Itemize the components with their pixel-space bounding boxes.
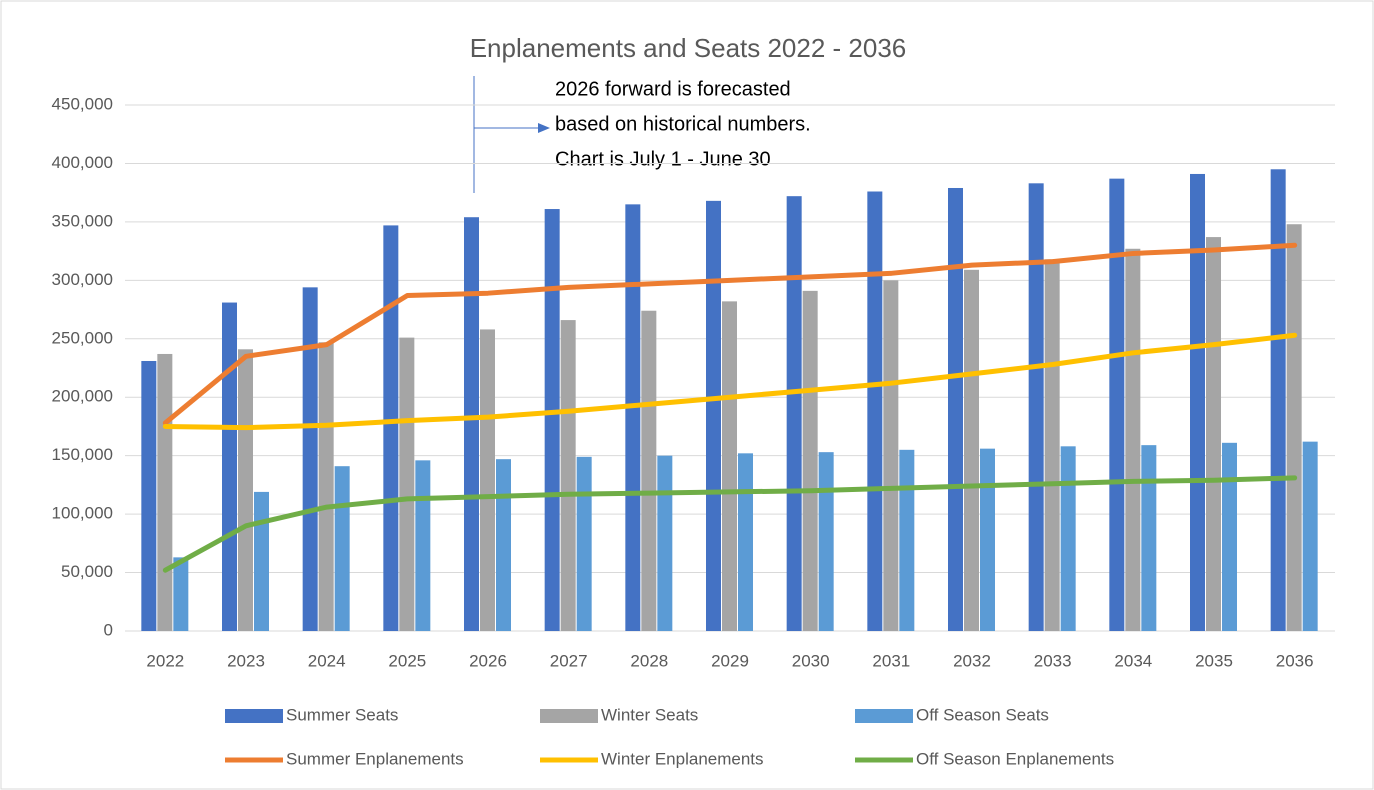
y-tick-label: 0 [104,620,113,639]
x-tick-label: 2030 [792,651,830,670]
bar [1125,248,1141,632]
y-tick-label: 100,000 [52,504,113,523]
x-tick-label: 2023 [227,651,265,670]
bar [480,329,495,631]
bar [254,491,269,631]
bar [964,269,979,631]
bar [1060,446,1076,631]
bar [576,456,592,631]
line [162,242,1298,426]
bar [173,557,189,631]
bar [899,449,915,631]
bar [706,200,721,632]
chart-title: Enplanements and Seats 2022 - 2036 [470,33,907,63]
y-tick-label: 450,000 [52,94,113,113]
x-tick-label: 2022 [146,651,184,670]
x-tick-label: 2036 [1276,651,1314,670]
x-tick-label: 2026 [469,651,507,670]
y-tick-label: 250,000 [52,328,113,347]
annotation: based on historical numbers. [555,113,811,135]
bar [1028,183,1044,631]
line [162,475,1298,573]
y-tick-label: 350,000 [52,211,113,230]
legend-label: Off Season Enplanements [916,749,1114,768]
bar [318,342,334,631]
bar [302,287,318,631]
bar [738,453,753,631]
legend-swatch [225,709,283,723]
legend-label: Off Season Seats [916,705,1049,724]
y-tick-label: 300,000 [52,270,113,289]
bar [948,187,963,632]
bar [415,460,431,631]
bar [222,302,237,631]
bar [722,301,737,631]
bar [1141,445,1157,631]
bar [334,466,350,631]
legend-label: Winter Seats [601,705,698,724]
bar [867,191,883,631]
x-tick-label: 2027 [550,651,588,670]
x-tick-label: 2029 [711,651,749,670]
bar [883,280,899,631]
bar [238,349,253,631]
bar [1190,173,1205,631]
legend-swatch [540,709,598,723]
bar [560,320,576,631]
x-tick-label: 2033 [1034,651,1072,670]
x-tick-label: 2032 [953,651,991,670]
bar [657,455,673,631]
line [162,332,1298,431]
bar [1302,441,1318,631]
y-tick-label: 400,000 [52,153,113,172]
x-tick-label: 2025 [388,651,426,670]
x-tick-label: 2035 [1195,651,1233,670]
annotation: Chart is July 1 - June 30 [555,148,771,170]
y-tick-label: 200,000 [52,387,113,406]
y-tick-label: 50,000 [61,562,113,581]
bar [544,209,560,631]
x-tick-label: 2024 [308,651,346,670]
bar [786,196,802,631]
bar [157,353,173,631]
annotation: 2026 forward is forecasted [555,78,791,100]
bar [1286,224,1302,631]
bar [1109,178,1125,631]
bar [802,290,818,631]
x-tick-label: 2028 [630,651,668,670]
legend-label: Winter Enplanements [601,749,764,768]
bar [641,310,657,631]
legend-swatch [855,709,913,723]
legend-label: Summer Enplanements [286,749,464,768]
legend-label: Summer Seats [286,705,398,724]
bar [1222,442,1237,631]
bar [1044,259,1060,631]
bar [399,337,415,631]
annotation-arrowhead [538,123,550,133]
bar [980,448,995,631]
bar [383,225,399,631]
bar [496,459,511,631]
x-tick-label: 2031 [872,651,910,670]
bar [625,204,641,631]
bar [464,217,479,632]
bar [141,360,157,631]
bar [1206,237,1221,631]
bar [818,452,834,631]
y-tick-label: 150,000 [52,445,113,464]
bar [1270,169,1286,632]
x-tick-label: 2034 [1114,651,1152,670]
